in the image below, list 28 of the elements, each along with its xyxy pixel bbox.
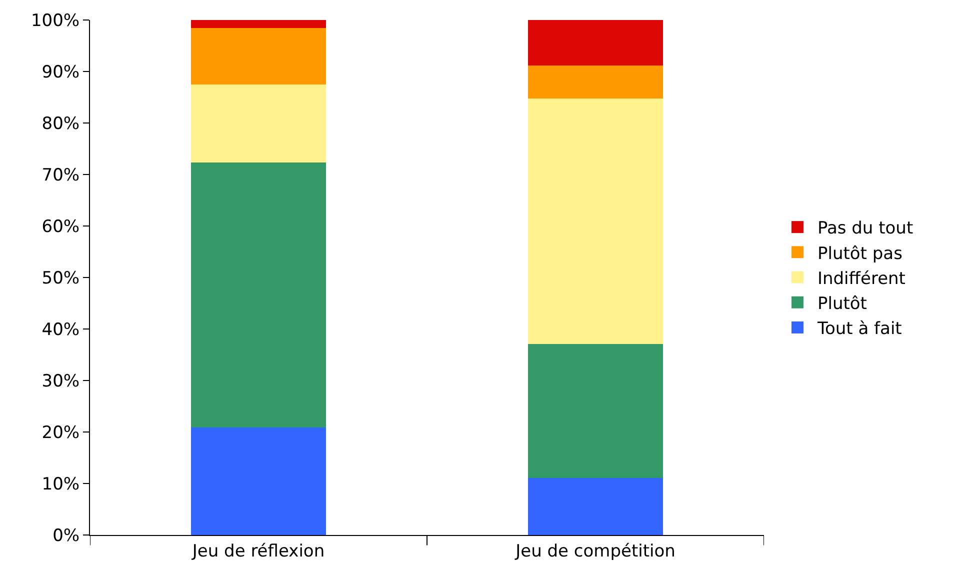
bar — [528, 344, 663, 478]
x-tick-label: Jeu de compétition — [514, 541, 676, 562]
y-tick-label: 0% — [52, 526, 80, 546]
legend-label: Indifférent — [817, 268, 906, 289]
bar — [528, 65, 663, 98]
bar — [191, 162, 326, 428]
y-tick-label: 50% — [42, 268, 80, 288]
y-tick-label: 40% — [42, 320, 80, 340]
bar — [528, 98, 663, 344]
y-tick-label: 60% — [42, 216, 80, 237]
bar — [191, 84, 326, 163]
y-tick-label: 10% — [42, 474, 80, 494]
y-tick-label: 20% — [42, 422, 80, 443]
bar — [528, 20, 663, 66]
y-tick-label: 70% — [42, 165, 80, 186]
bar — [528, 478, 663, 535]
bar — [191, 427, 326, 535]
y-tick-label: 100% — [30, 10, 80, 31]
legend-label: Pas du tout — [817, 218, 914, 239]
legend-label: Tout à fait — [816, 319, 902, 340]
bar — [191, 20, 326, 28]
y-tick-label: 30% — [42, 371, 80, 392]
legend-label: Plutôt pas — [817, 244, 903, 264]
y-tick-label: 90% — [42, 62, 80, 82]
y-tick-label: 80% — [42, 114, 80, 134]
x-tick-label: Jeu de réflexion — [191, 541, 325, 562]
legend-label: Plutôt — [817, 294, 868, 314]
bar — [191, 28, 326, 84]
